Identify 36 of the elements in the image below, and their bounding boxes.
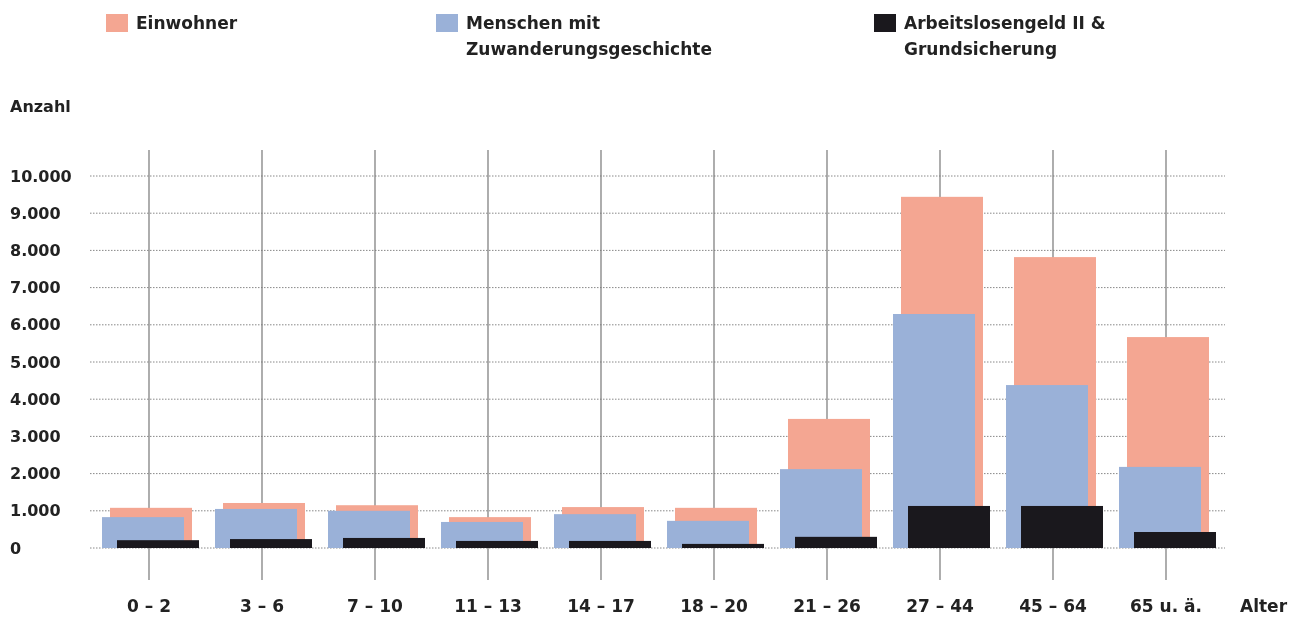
x-tick-label: 18 – 20 — [680, 596, 748, 616]
legend-label: Arbeitslosengeld II & Grundsicherung — [904, 13, 1106, 59]
y-tick-label: 2.000 — [10, 464, 61, 484]
y-tick-label: 1.000 — [10, 501, 61, 521]
bar — [1134, 532, 1216, 548]
y-tick-label: 5.000 — [10, 352, 61, 372]
bar — [343, 537, 425, 548]
y-tick-label: 6.000 — [10, 315, 61, 335]
x-tick-label: 0 – 2 — [127, 596, 171, 616]
bar — [795, 536, 877, 548]
bar — [569, 540, 651, 548]
bar — [1021, 505, 1103, 548]
x-tick-label: 45 – 64 — [1019, 596, 1087, 616]
y-tick-label: 8.000 — [10, 241, 61, 260]
bar — [117, 540, 199, 548]
x-tick-label: 3 – 6 — [240, 596, 284, 616]
bar — [456, 540, 538, 548]
bar — [908, 505, 990, 548]
x-tick-label: 27 – 44 — [906, 596, 974, 616]
x-tick-label: 7 – 10 — [347, 596, 404, 616]
y-tick-label: 3.000 — [10, 427, 61, 446]
x-tick-label: 21 – 26 — [793, 596, 861, 616]
y-axis-title: Anzahl — [10, 97, 71, 116]
x-axis-title: Alter — [1240, 596, 1288, 616]
y-tick-label: 10.000 — [10, 166, 72, 186]
x-tick-label: 65 u. ä. — [1130, 596, 1202, 616]
y-tick-label: 4.000 — [10, 389, 61, 409]
legend-label: Einwohner — [136, 13, 238, 33]
bar — [682, 543, 764, 548]
y-tick-label: 0 — [10, 538, 22, 558]
y-tick-label: 7.000 — [10, 278, 61, 298]
x-tick-label: 11 – 13 — [454, 596, 522, 616]
bar — [230, 539, 312, 548]
legend-label: Menschen mit Zuwanderungsgeschichte — [466, 13, 712, 59]
x-tick-label: 14 – 17 — [567, 596, 635, 616]
y-tick-label: 9.000 — [10, 203, 61, 223]
